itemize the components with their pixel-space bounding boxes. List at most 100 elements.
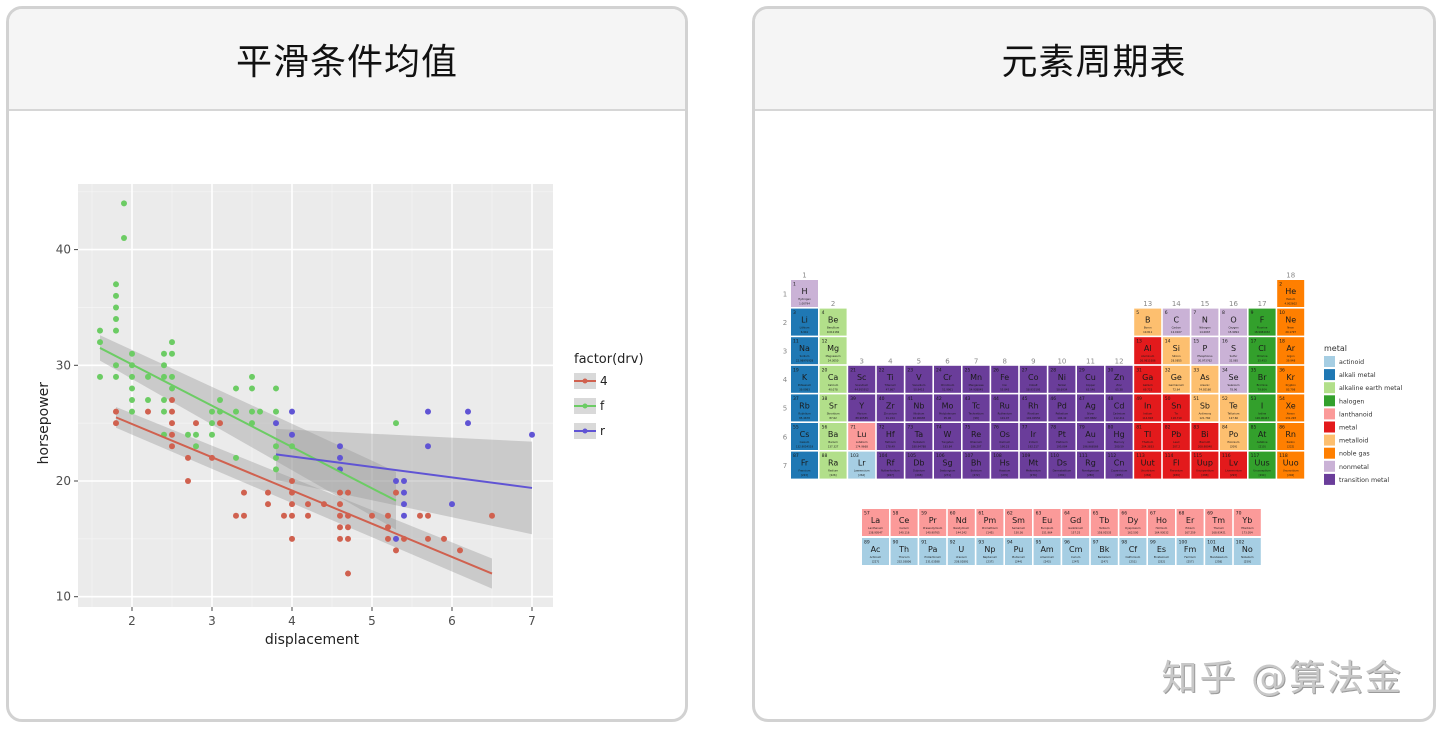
element-Bh[interactable]: 107BhBohrium[272] bbox=[962, 451, 990, 479]
element-Ag[interactable]: 47AgSilver107.8682 bbox=[1077, 394, 1104, 422]
element-Re[interactable]: 75ReRhenium186.207 bbox=[962, 423, 990, 450]
element-Es[interactable]: 99EsEinsteinium[252] bbox=[1148, 538, 1175, 565]
element-Ru[interactable]: 44RuRuthenium101.07 bbox=[991, 394, 1019, 422]
element-Rn[interactable]: 86RnRadon[222] bbox=[1277, 423, 1305, 450]
element-Uus[interactable]: 117UusUnunseptium[294] bbox=[1248, 451, 1276, 479]
element-Br[interactable]: 35BrBromine79.904 bbox=[1248, 365, 1276, 393]
element-Tm[interactable]: 69TmThulium168.93421 bbox=[1205, 509, 1233, 536]
element-Lr[interactable]: 103LrLawrencium[262] bbox=[848, 451, 876, 479]
element-Cn[interactable]: 112CnCopernicium[285] bbox=[1105, 451, 1133, 479]
element-Ir[interactable]: 77IrIridium192.217 bbox=[1019, 423, 1047, 450]
element-He[interactable]: 2HeHelium4.002602 bbox=[1277, 280, 1305, 307]
element-Pm[interactable]: 61PmPromethium[145] bbox=[976, 509, 1004, 536]
element-Fm[interactable]: 100FmFermium[257] bbox=[1176, 538, 1204, 565]
element-Ds[interactable]: 110DsDarmstadtium[281] bbox=[1048, 451, 1076, 479]
element-Y[interactable]: 39YYttrium88.90585 bbox=[848, 394, 876, 422]
element-Db[interactable]: 105DbDubnium[268] bbox=[905, 451, 933, 479]
element-Cr[interactable]: 24CrChromium51.9961 bbox=[934, 365, 961, 393]
element-Na[interactable]: 11NaSodium22.98976928 bbox=[791, 337, 818, 365]
element-Uut[interactable]: 113UutUnuntrium[284] bbox=[1134, 451, 1162, 479]
element-Mg[interactable]: 12MgMagnesium24.3050 bbox=[819, 337, 847, 365]
element-Er[interactable]: 68ErErbium167.259 bbox=[1176, 509, 1204, 536]
element-Se[interactable]: 34SeSelenium78.96 bbox=[1220, 365, 1247, 393]
element-Ra[interactable]: 88RaRadium[226] bbox=[819, 451, 847, 479]
element-S[interactable]: 16SSulfur32.065 bbox=[1220, 337, 1247, 365]
element-Rh[interactable]: 45RhRhodium102.90550 bbox=[1019, 394, 1047, 422]
element-Os[interactable]: 76OsOsmium190.23 bbox=[991, 423, 1019, 450]
element-Pa[interactable]: 91PaProtactinium231.03588 bbox=[919, 538, 947, 565]
element-Ho[interactable]: 67HoHolmium164.93032 bbox=[1148, 509, 1175, 536]
element-V[interactable]: 23VVanadium50.9415 bbox=[905, 365, 933, 393]
element-Sc[interactable]: 21ScScandium44.955912 bbox=[848, 365, 876, 393]
element-Xe[interactable]: 54XeXenon131.293 bbox=[1277, 394, 1305, 422]
element-Ar[interactable]: 18ArArgon39.948 bbox=[1277, 337, 1305, 365]
element-Ni[interactable]: 28NiNickel58.6934 bbox=[1048, 365, 1076, 393]
element-Ca[interactable]: 20CaCalcium40.078 bbox=[819, 365, 847, 393]
element-P[interactable]: 15PPhosphorus30.973762 bbox=[1191, 337, 1219, 365]
element-Pt[interactable]: 78PtPlatinum195.084 bbox=[1048, 423, 1076, 450]
element-At[interactable]: 85AtAstatine[210] bbox=[1248, 423, 1276, 450]
element-Au[interactable]: 79AuGold196.966569 bbox=[1077, 423, 1104, 450]
element-Zn[interactable]: 30ZnZinc65.38 bbox=[1105, 365, 1133, 393]
element-Tl[interactable]: 81TlThallium204.3833 bbox=[1134, 423, 1162, 450]
element-Cl[interactable]: 17ClChlorine35.453 bbox=[1248, 337, 1276, 365]
element-Tb[interactable]: 65TbTerbium158.92535 bbox=[1090, 509, 1118, 536]
element-H[interactable]: 1HHydrogen1.00794 bbox=[791, 280, 818, 307]
element-Po[interactable]: 84PoPolonium[209] bbox=[1220, 423, 1247, 450]
element-Be[interactable]: 4BeBeryllium9.012182 bbox=[819, 308, 847, 336]
element-Ac[interactable]: 89AcActinium[227] bbox=[862, 538, 889, 565]
element-Rg[interactable]: 111RgRoentgenium[280] bbox=[1077, 451, 1104, 479]
element-Nd[interactable]: 60NdNeodymium144.242 bbox=[947, 509, 975, 536]
element-Eu[interactable]: 63EuEuropium151.964 bbox=[1033, 509, 1061, 536]
element-Lv[interactable]: 116LvLivermorium[293] bbox=[1220, 451, 1247, 479]
element-Zr[interactable]: 40ZrZirconium91.224 bbox=[876, 394, 904, 422]
element-W[interactable]: 74WTungsten183.84 bbox=[934, 423, 961, 450]
element-Mt[interactable]: 109MtMeitnerium[276] bbox=[1019, 451, 1047, 479]
element-Nb[interactable]: 41NbNiobium92.90638 bbox=[905, 394, 933, 422]
element-Sg[interactable]: 106SgSeaborgium[271] bbox=[934, 451, 961, 479]
element-Ne[interactable]: 10NeNeon20.1797 bbox=[1277, 308, 1305, 336]
element-Bi[interactable]: 83BiBismuth208.98040 bbox=[1191, 423, 1219, 450]
element-Fl[interactable]: 114FlFlerovium[289] bbox=[1162, 451, 1190, 479]
element-Te[interactable]: 52TeTellurium127.60 bbox=[1220, 394, 1247, 422]
element-Rb[interactable]: 37RbRubidium85.4678 bbox=[791, 394, 818, 422]
element-C[interactable]: 6CCarbon12.0107 bbox=[1162, 308, 1190, 336]
element-Fe[interactable]: 26FeIron55.845 bbox=[991, 365, 1019, 393]
element-Tc[interactable]: 43TcTechnetium[98] bbox=[962, 394, 990, 422]
element-Co[interactable]: 27CoCobalt58.933195 bbox=[1019, 365, 1047, 393]
element-Cu[interactable]: 29CuCopper63.546 bbox=[1077, 365, 1104, 393]
element-Hf[interactable]: 72HfHafnium178.49 bbox=[876, 423, 904, 450]
element-Pu[interactable]: 94PuPlutonium[244] bbox=[1005, 538, 1032, 565]
element-Cm[interactable]: 96CmCurium[247] bbox=[1062, 538, 1090, 565]
element-Ge[interactable]: 32GeGermanium72.64 bbox=[1162, 365, 1190, 393]
element-Uup[interactable]: 115UupUnunpentium[288] bbox=[1191, 451, 1219, 479]
element-Hg[interactable]: 80HgMercury200.59 bbox=[1105, 423, 1133, 450]
element-Ga[interactable]: 31GaGallium69.723 bbox=[1134, 365, 1162, 393]
element-No[interactable]: 102NoNobelium[259] bbox=[1233, 538, 1261, 565]
element-Mn[interactable]: 25MnManganese54.938045 bbox=[962, 365, 990, 393]
element-Sr[interactable]: 38SrStrontium87.62 bbox=[819, 394, 847, 422]
element-Rf[interactable]: 104RfRutherfordium[267] bbox=[876, 451, 904, 479]
element-Ti[interactable]: 22TiTitanium47.867 bbox=[876, 365, 904, 393]
element-Cf[interactable]: 98CfCalifornium[251] bbox=[1119, 538, 1147, 565]
element-Cd[interactable]: 48CdCadmium112.411 bbox=[1105, 394, 1133, 422]
element-Dy[interactable]: 66DyDysprosium162.500 bbox=[1119, 509, 1147, 536]
element-F[interactable]: 9FFluorine18.9984032 bbox=[1248, 308, 1276, 336]
element-U[interactable]: 92UUranium238.02891 bbox=[947, 538, 975, 565]
element-As[interactable]: 33AsArsenic74.92160 bbox=[1191, 365, 1219, 393]
element-Ta[interactable]: 73TaTantalum180.94788 bbox=[905, 423, 933, 450]
element-Pd[interactable]: 46PdPalladium106.42 bbox=[1048, 394, 1076, 422]
element-Gd[interactable]: 64GdGadolinium157.25 bbox=[1062, 509, 1090, 536]
element-Lu[interactable]: 71LuLutetium174.9668 bbox=[848, 423, 876, 450]
element-Pr[interactable]: 59PrPraseodymium140.90765 bbox=[919, 509, 947, 536]
element-Th[interactable]: 90ThThorium232.03806 bbox=[890, 538, 918, 565]
element-Mo[interactable]: 42MoMolybdenum95.96 bbox=[934, 394, 961, 422]
element-Ba[interactable]: 56BaBarium137.327 bbox=[819, 423, 847, 450]
element-Al[interactable]: 13AlAluminum26.9815386 bbox=[1134, 337, 1162, 365]
element-Li[interactable]: 3 LiLithium6.941 bbox=[791, 308, 818, 336]
element-B[interactable]: 5BBoron10.811 bbox=[1134, 308, 1162, 336]
element-Ce[interactable]: 58CeCerium140.116 bbox=[890, 509, 918, 536]
element-Cs[interactable]: 55CsCesium132.9054519 bbox=[791, 423, 818, 450]
element-Kr[interactable]: 36KrKrypton83.798 bbox=[1277, 365, 1305, 393]
element-Sb[interactable]: 51SbAntimony121.760 bbox=[1191, 394, 1219, 422]
